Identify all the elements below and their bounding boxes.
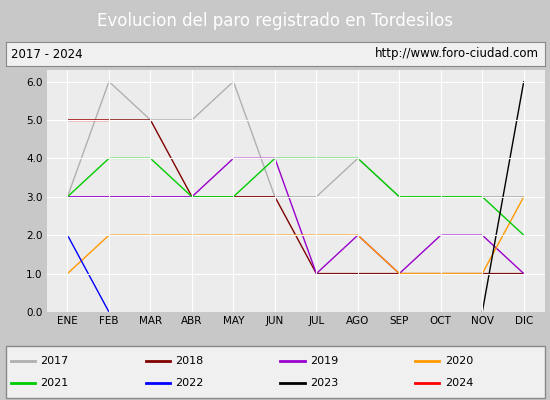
2018 — [230, 194, 236, 199]
2019 — [520, 271, 527, 276]
Line: 2018: 2018 — [68, 120, 524, 274]
2019 — [437, 233, 444, 238]
2021 — [147, 156, 154, 161]
2023 — [64, 194, 71, 199]
2018 — [64, 118, 71, 122]
Text: 2023: 2023 — [310, 378, 338, 388]
2021 — [189, 194, 195, 199]
Text: Evolucion del paro registrado en Tordesilos: Evolucion del paro registrado en Tordesi… — [97, 12, 453, 30]
2019 — [313, 271, 320, 276]
2019 — [479, 233, 486, 238]
2021 — [272, 156, 278, 161]
2019 — [272, 156, 278, 161]
2023 — [520, 79, 527, 84]
Line: 2019: 2019 — [68, 158, 524, 274]
2019 — [230, 156, 236, 161]
2021 — [396, 194, 403, 199]
2021 — [520, 233, 527, 238]
Text: 2018: 2018 — [175, 356, 204, 366]
2017 — [437, 194, 444, 199]
2018 — [520, 271, 527, 276]
2021 — [437, 194, 444, 199]
2019 — [64, 194, 71, 199]
Text: 2017 - 2024: 2017 - 2024 — [11, 48, 82, 60]
2021 — [479, 194, 486, 199]
2019 — [106, 194, 112, 199]
2018 — [189, 194, 195, 199]
2017 — [147, 118, 154, 122]
2018 — [437, 271, 444, 276]
2024 — [64, 118, 71, 122]
2019 — [396, 271, 403, 276]
Line: 2024: 2024 — [68, 120, 524, 235]
2017 — [396, 194, 403, 199]
2020 — [189, 233, 195, 238]
Line: 2021: 2021 — [68, 158, 524, 235]
2023 — [479, 310, 486, 314]
2019 — [189, 194, 195, 199]
2017 — [189, 118, 195, 122]
2020 — [313, 233, 320, 238]
2022 — [64, 233, 71, 238]
Text: 2017: 2017 — [41, 356, 69, 366]
2018 — [313, 271, 320, 276]
2021 — [313, 156, 320, 161]
Text: 2020: 2020 — [445, 356, 473, 366]
2017 — [272, 194, 278, 199]
2017 — [479, 194, 486, 199]
2017 — [64, 194, 71, 199]
2021 — [355, 156, 361, 161]
2020 — [437, 271, 444, 276]
Text: 2021: 2021 — [41, 378, 69, 388]
2024 — [520, 233, 527, 238]
2021 — [106, 156, 112, 161]
2018 — [396, 271, 403, 276]
2021 — [230, 194, 236, 199]
Line: 2017: 2017 — [68, 82, 524, 197]
Text: 2019: 2019 — [310, 356, 338, 366]
2017 — [520, 194, 527, 199]
2020 — [230, 233, 236, 238]
2018 — [147, 118, 154, 122]
2017 — [313, 194, 320, 199]
2021 — [64, 194, 71, 199]
Line: 2020: 2020 — [68, 197, 524, 274]
2018 — [355, 271, 361, 276]
2018 — [106, 118, 112, 122]
2020 — [64, 271, 71, 276]
2017 — [230, 79, 236, 84]
2020 — [106, 233, 112, 238]
2018 — [272, 194, 278, 199]
2020 — [396, 271, 403, 276]
Line: 2023: 2023 — [68, 82, 524, 312]
2022 — [106, 310, 112, 314]
2019 — [355, 233, 361, 238]
Text: 2022: 2022 — [175, 378, 204, 388]
2019 — [147, 194, 154, 199]
2017 — [355, 156, 361, 161]
2018 — [479, 271, 486, 276]
Text: http://www.foro-ciudad.com: http://www.foro-ciudad.com — [375, 48, 539, 60]
2020 — [147, 233, 154, 238]
2020 — [520, 194, 527, 199]
2017 — [106, 79, 112, 84]
2020 — [355, 233, 361, 238]
Line: 2022: 2022 — [68, 235, 109, 312]
2020 — [272, 233, 278, 238]
2020 — [479, 271, 486, 276]
2024 — [106, 118, 112, 122]
Text: 2024: 2024 — [445, 378, 473, 388]
FancyBboxPatch shape — [6, 346, 544, 398]
